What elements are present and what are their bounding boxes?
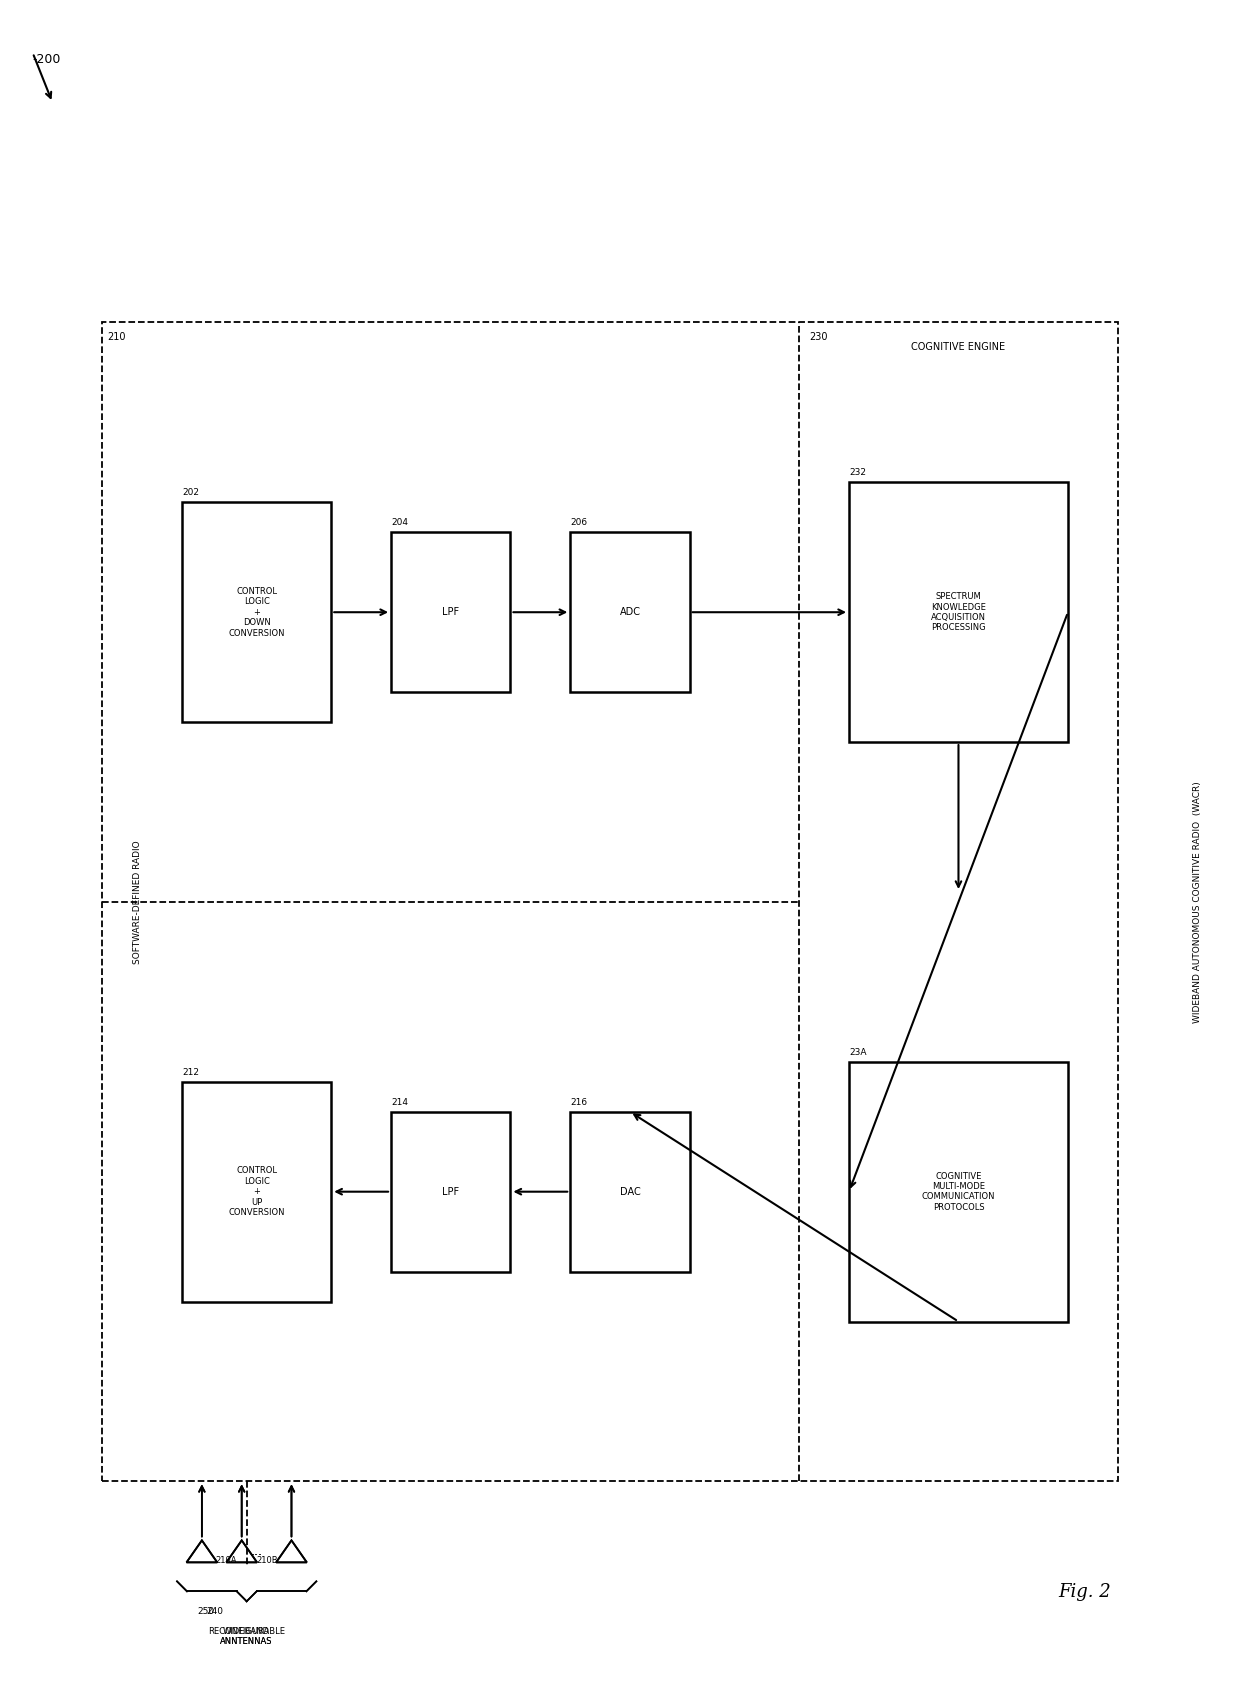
Bar (849, 482, 1068, 743)
Text: 210: 210 (108, 332, 125, 343)
Text: CONTROL
LOGIC
+
DOWN
CONVERSION: CONTROL LOGIC + DOWN CONVERSION (228, 586, 285, 637)
Text: LPF: LPF (443, 607, 459, 617)
Text: WIDEBAND
ANNTENNAS: WIDEBAND ANNTENNAS (221, 1627, 273, 1646)
Text: RECONFIGURABLE
ANNTENNAS: RECONFIGURABLE ANNTENNAS (208, 1627, 285, 1646)
Text: COGNITIVE ENGINE: COGNITIVE ENGINE (911, 343, 1006, 353)
Text: 212: 212 (182, 1068, 198, 1077)
Text: -200: -200 (32, 53, 61, 66)
Text: 210A: 210A (216, 1556, 237, 1566)
Text: 204: 204 (391, 518, 408, 527)
Bar (391, 1111, 511, 1271)
Text: 250: 250 (197, 1607, 215, 1617)
Bar (182, 503, 331, 722)
Text: 216: 216 (570, 1097, 588, 1108)
Text: 232: 232 (849, 469, 866, 477)
Text: ADC: ADC (620, 607, 640, 617)
Text: ...: ... (250, 1546, 263, 1557)
Text: ...: ... (250, 1546, 263, 1557)
Text: SPECTRUM
KNOWLEDGE
ACQUISITION
PROCESSING: SPECTRUM KNOWLEDGE ACQUISITION PROCESSIN… (931, 591, 986, 632)
Text: 230: 230 (810, 332, 827, 343)
Text: 210B: 210B (257, 1556, 278, 1566)
Bar (570, 1111, 689, 1271)
Text: COGNITIVE
MULTI-MODE
COMMUNICATION
PROTOCOLS: COGNITIVE MULTI-MODE COMMUNICATION PROTO… (921, 1172, 996, 1212)
Text: 202: 202 (182, 489, 198, 498)
Text: WIDEBAND AUTONOMOUS COGNITIVE RADIO  (WACR): WIDEBAND AUTONOMOUS COGNITIVE RADIO (WAC… (1193, 780, 1202, 1022)
Text: 240: 240 (207, 1607, 224, 1617)
Text: Fig. 2: Fig. 2 (1058, 1583, 1111, 1602)
Text: SOFTWARE-DEFINED RADIO: SOFTWARE-DEFINED RADIO (133, 840, 141, 964)
Text: 23A: 23A (849, 1048, 867, 1056)
Bar (182, 1082, 331, 1302)
Bar (849, 1062, 1068, 1322)
Bar (391, 532, 511, 692)
Text: 214: 214 (391, 1097, 408, 1108)
Text: DAC: DAC (620, 1186, 640, 1196)
Bar (570, 532, 689, 692)
Text: LPF: LPF (443, 1186, 459, 1196)
Text: CONTROL
LOGIC
+
UP
CONVERSION: CONTROL LOGIC + UP CONVERSION (228, 1167, 285, 1217)
Text: 206: 206 (570, 518, 588, 527)
Bar (103, 322, 1117, 1481)
